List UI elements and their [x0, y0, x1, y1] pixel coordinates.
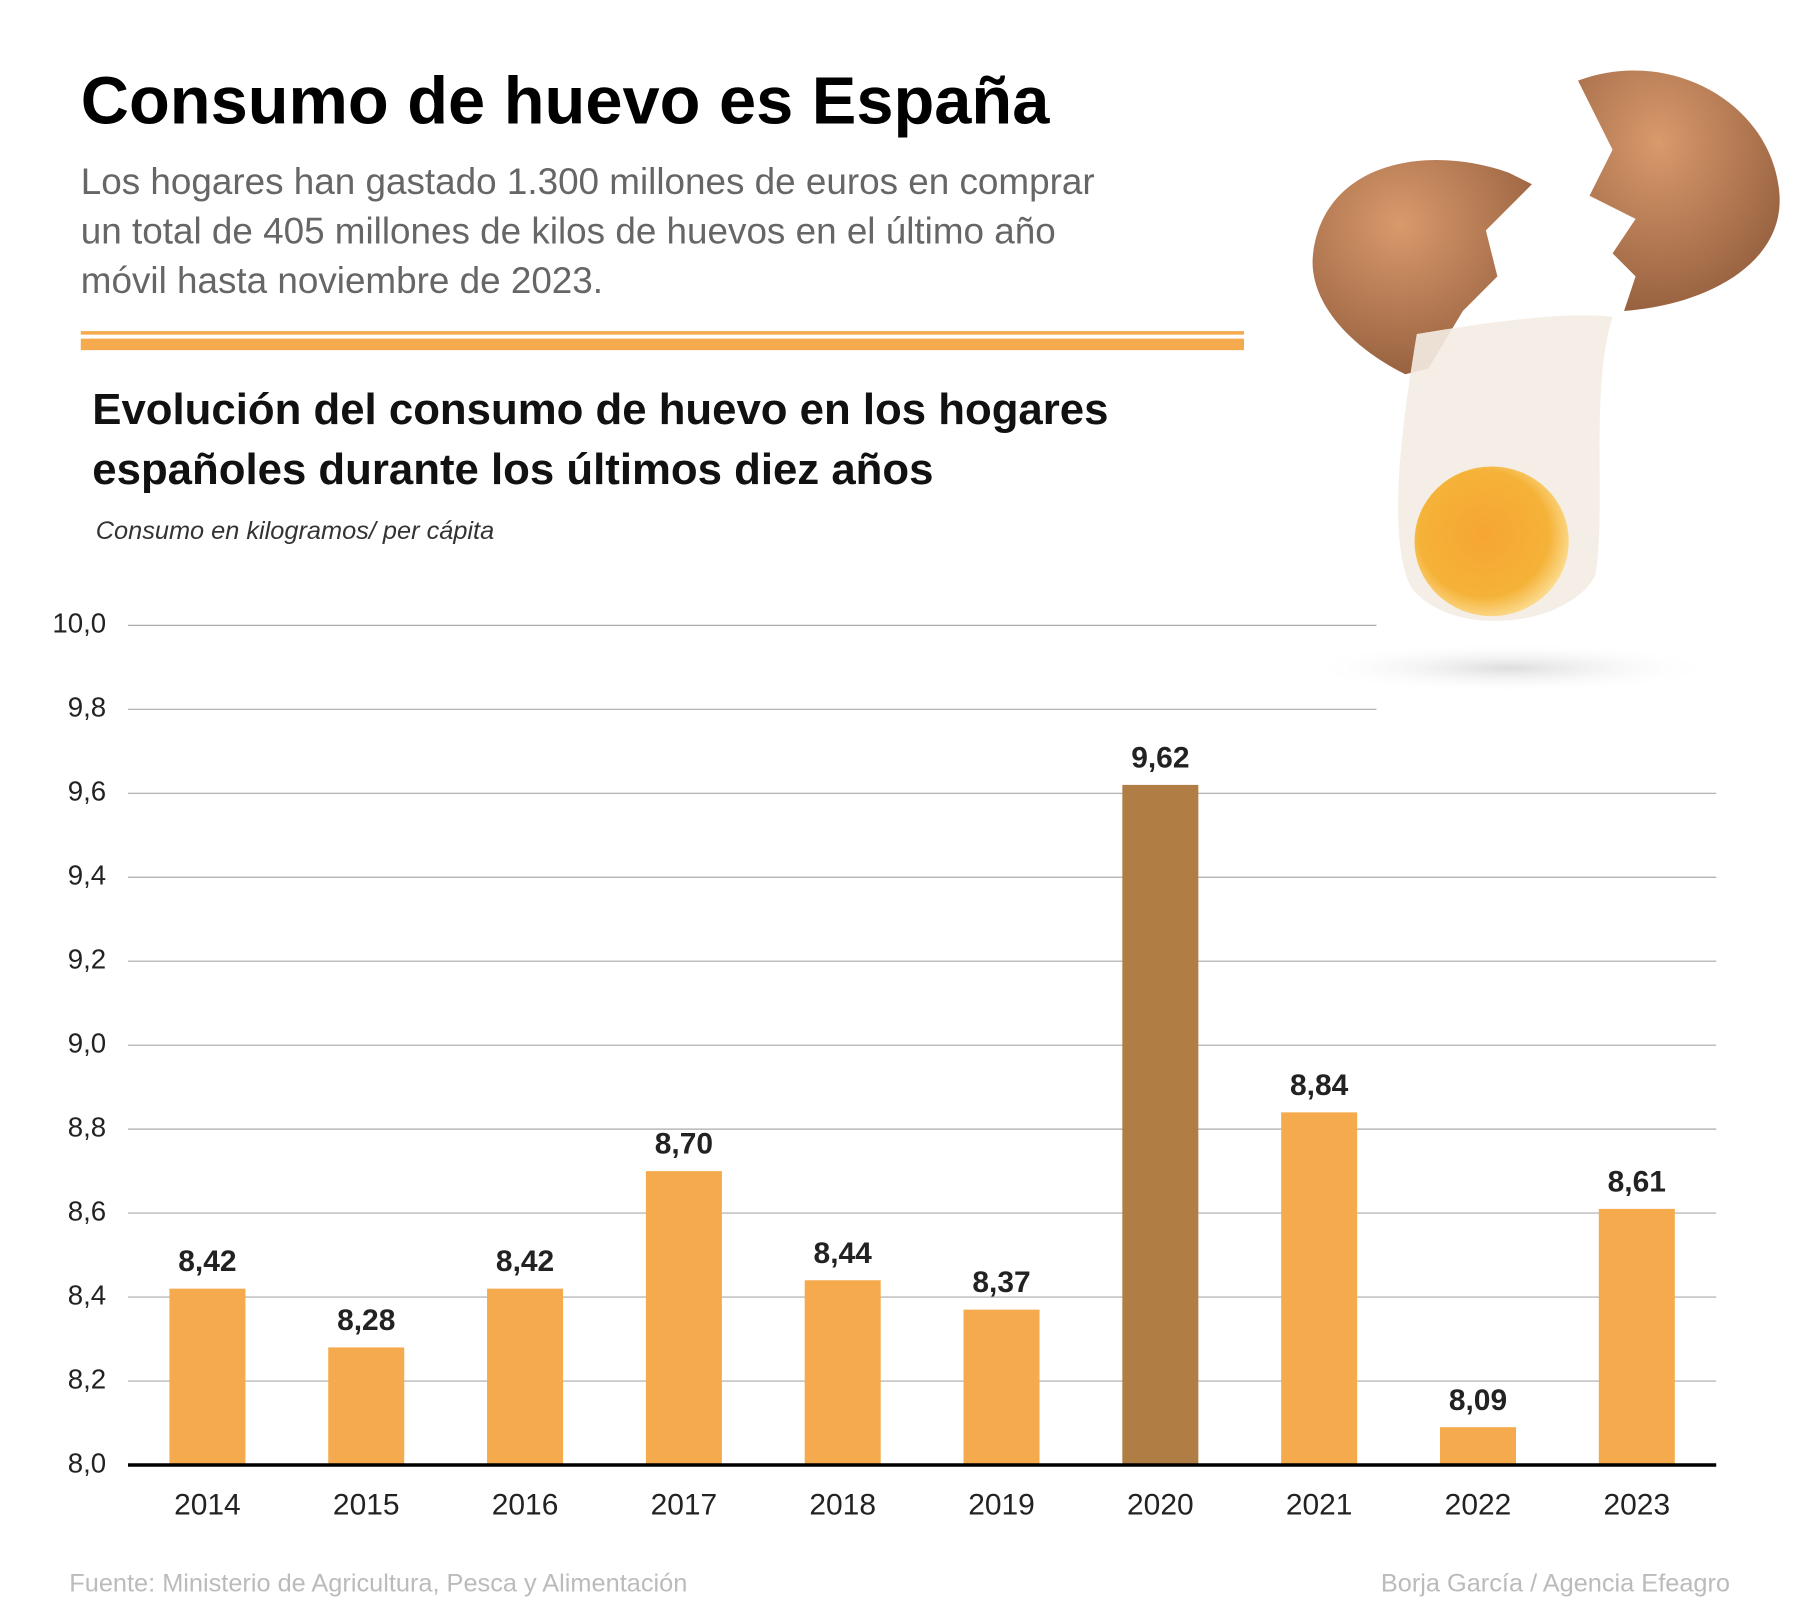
y-tick-label: 8,6 [68, 1195, 106, 1226]
y-tick-label: 9,2 [68, 944, 106, 975]
value-label: 8,61 [1608, 1165, 1666, 1198]
y-axis-label: Consumo en kilogramos/ per cápita [96, 517, 494, 545]
egg-illustration [1301, 70, 1780, 694]
value-label: 8,28 [337, 1304, 395, 1337]
value-label: 8,84 [1290, 1069, 1349, 1102]
chart-title: Evolución del consumo de huevo en los ho… [92, 385, 1108, 494]
y-tick-label: 9,6 [68, 776, 106, 807]
x-tick-label: 2020 [1127, 1488, 1194, 1521]
bar [169, 1288, 246, 1465]
credit: Borja García / Agencia Efeagro [1381, 1569, 1730, 1597]
x-tick-label: 2015 [333, 1488, 400, 1521]
value-label: 8,42 [496, 1245, 554, 1278]
y-tick-label: 8,4 [68, 1279, 106, 1310]
y-tick-label: 8,2 [68, 1363, 106, 1394]
chart-title-line: Evolución del consumo de huevo en los ho… [92, 385, 1108, 434]
y-tick-label: 9,8 [68, 692, 106, 723]
chart-title-line: españoles durante los últimos diez años [92, 445, 933, 494]
value-label: 8,70 [655, 1128, 713, 1161]
bar [487, 1288, 564, 1465]
y-tick-label: 8,8 [68, 1111, 106, 1142]
x-tick-label: 2023 [1603, 1488, 1670, 1521]
bar [1122, 784, 1199, 1465]
y-tick-label: 10,0 [52, 608, 106, 639]
subtitle-line: móvil hasta noviembre de 2023. [81, 260, 603, 301]
value-label: 9,62 [1131, 741, 1189, 774]
bar [328, 1347, 405, 1465]
subtitle-line: Los hogares han gastado 1.300 millones d… [81, 161, 1095, 202]
x-tick-label: 2019 [968, 1488, 1035, 1521]
subtitle: Los hogares han gastado 1.300 millones d… [81, 161, 1095, 301]
value-label: 8,09 [1449, 1384, 1507, 1417]
x-tick-label: 2021 [1286, 1488, 1353, 1521]
x-tick-label: 2017 [651, 1488, 718, 1521]
value-label: 8,44 [814, 1237, 873, 1270]
y-tick-label: 9,0 [68, 1027, 106, 1058]
x-tick-label: 2016 [492, 1488, 559, 1521]
bar [804, 1280, 881, 1465]
bar [1598, 1208, 1675, 1465]
x-tick-label: 2014 [174, 1488, 241, 1521]
bar [1439, 1427, 1516, 1465]
x-tick-label: 2018 [809, 1488, 876, 1521]
y-tick-label: 9,4 [68, 860, 106, 891]
value-label: 8,42 [178, 1245, 236, 1278]
title: Consumo de huevo es España [81, 65, 1050, 139]
bar [1281, 1112, 1358, 1465]
subtitle-line: un total de 405 millones de kilos de hue… [81, 211, 1056, 252]
x-tick-label: 2022 [1445, 1488, 1512, 1521]
y-tick-label: 8,0 [68, 1447, 106, 1478]
bar [645, 1171, 722, 1465]
source: Fuente: Ministerio de Agricultura, Pesca… [69, 1569, 687, 1597]
value-label: 8,37 [972, 1266, 1030, 1299]
bar [963, 1309, 1040, 1465]
